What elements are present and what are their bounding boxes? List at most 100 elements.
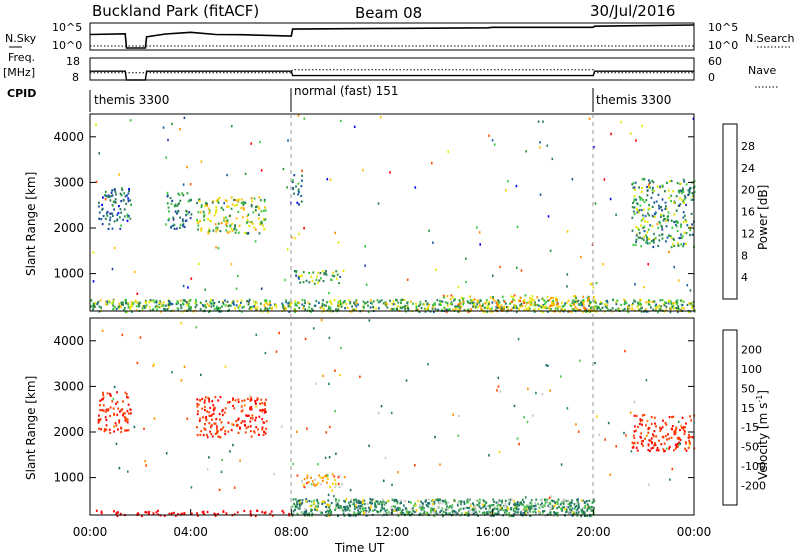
data-cell bbox=[335, 277, 338, 280]
data-cell bbox=[572, 299, 574, 302]
data-cell bbox=[599, 302, 602, 306]
data-cell bbox=[397, 506, 399, 509]
data-cell bbox=[651, 205, 654, 208]
data-cell bbox=[466, 300, 469, 303]
data-cell bbox=[433, 310, 435, 314]
data-cell bbox=[264, 307, 267, 310]
data-cell bbox=[497, 299, 500, 302]
data-cell bbox=[439, 463, 441, 466]
data-cell bbox=[286, 186, 288, 189]
data-cell bbox=[430, 500, 433, 503]
data-cell bbox=[225, 216, 227, 219]
data-cell bbox=[297, 499, 300, 502]
data-cell bbox=[233, 513, 236, 516]
data-cell bbox=[258, 415, 261, 418]
data-cell bbox=[361, 506, 364, 509]
data-cell bbox=[216, 228, 219, 231]
data-cell bbox=[165, 223, 167, 226]
data-cell bbox=[179, 226, 181, 229]
data-cell bbox=[292, 188, 295, 191]
data-cell bbox=[656, 222, 659, 226]
data-cell bbox=[317, 271, 319, 274]
data-cell bbox=[180, 307, 183, 310]
data-cell bbox=[160, 302, 163, 305]
data-cell bbox=[527, 506, 530, 509]
x-tick-label: 16:00 bbox=[475, 525, 510, 539]
data-cell bbox=[610, 132, 612, 136]
data-cell bbox=[186, 192, 189, 195]
data-cell bbox=[685, 203, 687, 207]
data-cell bbox=[298, 232, 300, 236]
data-cell bbox=[236, 423, 238, 426]
colorbar-tick-label: -100 bbox=[741, 460, 766, 473]
data-cell bbox=[144, 301, 147, 304]
data-cell bbox=[119, 192, 122, 195]
data-cell bbox=[451, 509, 454, 512]
data-cell bbox=[670, 219, 673, 222]
data-cell bbox=[559, 507, 562, 510]
data-cell bbox=[203, 215, 205, 218]
data-cell bbox=[505, 512, 508, 515]
data-cell bbox=[237, 210, 240, 213]
data-cell bbox=[534, 301, 536, 304]
data-cell bbox=[190, 213, 193, 216]
data-cell bbox=[675, 195, 678, 198]
data-cell bbox=[261, 510, 264, 514]
data-cell bbox=[441, 499, 444, 502]
data-cell bbox=[336, 502, 339, 505]
data-cell bbox=[293, 174, 296, 177]
data-cell bbox=[101, 223, 104, 226]
data-cell bbox=[680, 425, 683, 428]
data-cell bbox=[445, 502, 447, 505]
data-cell bbox=[123, 309, 125, 312]
data-cell bbox=[547, 299, 549, 302]
data-cell bbox=[468, 511, 471, 514]
data-cell bbox=[229, 225, 231, 228]
data-cell bbox=[118, 306, 121, 310]
data-cell bbox=[643, 235, 645, 238]
data-cell bbox=[670, 302, 673, 305]
data-cell bbox=[215, 227, 217, 230]
data-cell bbox=[301, 179, 303, 182]
x-tick-label: 12:00 bbox=[375, 525, 410, 539]
data-cell bbox=[689, 187, 691, 190]
data-cell bbox=[181, 218, 184, 221]
data-cell bbox=[200, 204, 203, 207]
nave-tick-bottom: 0 bbox=[708, 71, 715, 84]
data-cell bbox=[307, 301, 310, 304]
data-cell bbox=[586, 514, 589, 517]
data-cell bbox=[462, 300, 465, 303]
data-cell bbox=[168, 299, 170, 303]
data-cell bbox=[544, 504, 546, 507]
data-cell bbox=[467, 308, 470, 311]
data-cell bbox=[322, 374, 324, 378]
data-cell bbox=[128, 189, 130, 192]
data-cell bbox=[282, 167, 285, 171]
data-cell bbox=[118, 305, 121, 308]
data-cell bbox=[250, 417, 252, 420]
data-cell bbox=[690, 198, 693, 201]
data-cell bbox=[523, 506, 526, 509]
data-cell bbox=[482, 506, 485, 509]
data-cell bbox=[371, 498, 374, 501]
data-cell bbox=[631, 216, 634, 219]
data-cell bbox=[92, 304, 94, 307]
data-cell bbox=[209, 301, 211, 304]
data-cell bbox=[470, 502, 472, 506]
data-cell bbox=[382, 502, 385, 505]
data-cell bbox=[502, 504, 505, 508]
data-cell bbox=[677, 420, 680, 424]
data-cell bbox=[322, 280, 325, 283]
data-cell bbox=[409, 511, 412, 514]
data-cell bbox=[154, 306, 157, 309]
data-cell bbox=[542, 510, 544, 513]
data-cell bbox=[100, 218, 103, 221]
data-cell bbox=[283, 307, 286, 310]
data-cell bbox=[689, 233, 691, 237]
velocity-heatmap bbox=[95, 319, 696, 518]
data-cell bbox=[317, 502, 320, 505]
data-cell bbox=[300, 185, 303, 188]
data-cell bbox=[533, 308, 536, 311]
data-cell bbox=[449, 298, 452, 301]
data-cell bbox=[506, 507, 509, 510]
